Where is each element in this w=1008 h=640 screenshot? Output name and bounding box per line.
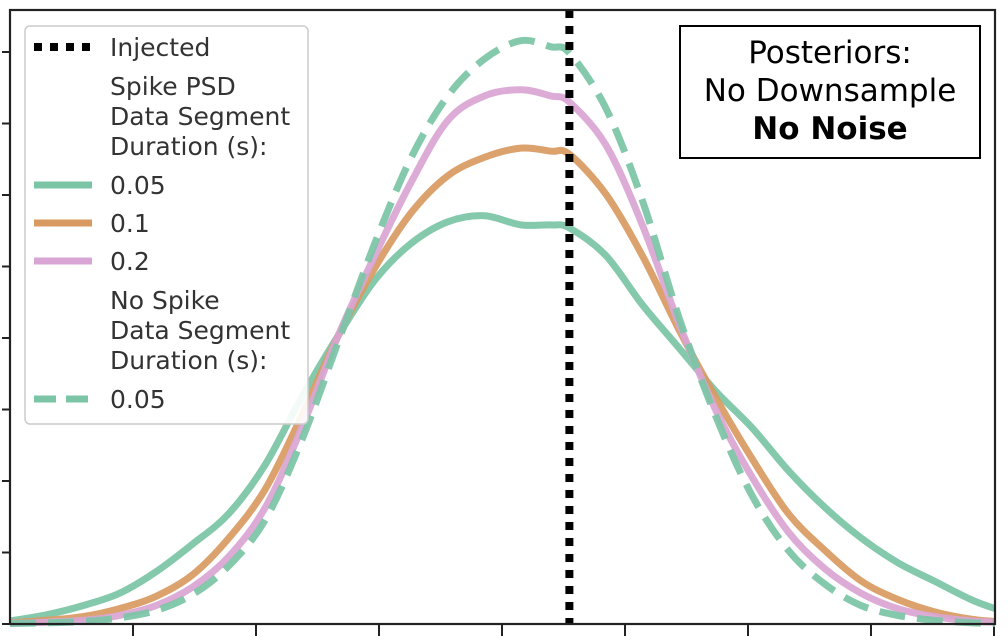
legend-heading: Duration (s):	[110, 346, 267, 375]
series-layer	[9, 36, 997, 627]
annotation-line: No Downsample	[704, 73, 957, 109]
plot-frame	[8, 8, 997, 626]
legend-heading: Data Segment	[110, 102, 290, 131]
series-line-spike-psd-0-05	[9, 212, 997, 625]
legend-heading: Data Segment	[110, 316, 290, 345]
series-line-no-spike-0-05	[9, 36, 996, 627]
legend-heading: No Spike	[110, 286, 220, 315]
legend-heading: Spike PSD	[110, 72, 236, 101]
legend-label: 0.2	[110, 247, 150, 276]
annotation-line: Posteriors:	[748, 35, 912, 71]
series-line-spike-psd-0-2	[9, 86, 996, 627]
legend-label: 0.05	[110, 171, 166, 200]
annotation-frame	[679, 25, 981, 159]
legend-frame	[24, 25, 309, 425]
legend-heading: Duration (s):	[110, 132, 267, 161]
legend-label: Injected	[110, 33, 210, 62]
series-line-spike-psd-0-1	[9, 144, 996, 627]
annotation-bold-line: No Noise	[752, 111, 907, 147]
legend-label: 0.1	[110, 209, 150, 238]
legend-label: 0.05	[110, 385, 166, 414]
